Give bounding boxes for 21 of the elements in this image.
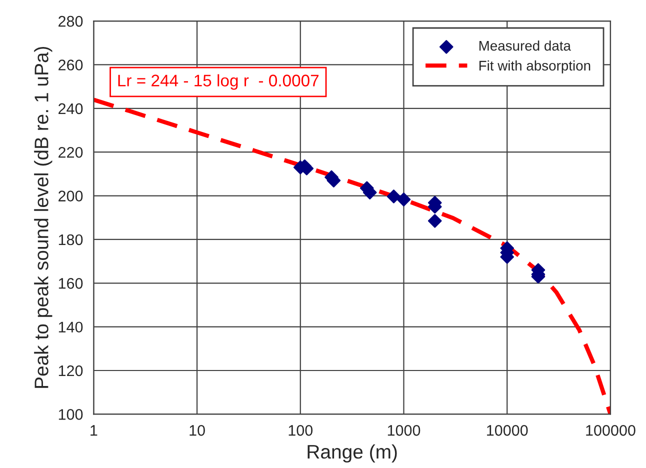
x-axis-title: Range (m) — [308, 444, 397, 463]
legend-label: Fit with absorption — [479, 60, 590, 74]
y-tick-label: 160 — [58, 278, 83, 289]
y-axis-title: Peak to peak sound level (dB re. 1 uPa) — [34, 46, 52, 388]
legend-label: Measured data — [479, 40, 571, 51]
y-tick-label: 140 — [58, 322, 83, 333]
x-tick-label: 1000 — [388, 425, 420, 436]
y-tick-label: 280 — [58, 16, 83, 27]
y-tick-label: 100 — [58, 409, 83, 420]
y-tick-label: 260 — [58, 60, 83, 70]
annotation: Lr = 244 - 15 log r - 0.0007 — [118, 74, 319, 90]
x-tick-label: 100 — [288, 425, 313, 436]
y-tick-label: 240 — [58, 103, 83, 114]
x-tick-label: 10000 — [487, 425, 528, 436]
y-tick-label: 120 — [58, 365, 83, 376]
y-tick-label: 180 — [58, 234, 83, 246]
x-tick-label: 1 — [90, 425, 98, 436]
y-tick-label: 220 — [58, 146, 83, 158]
y-tick-label: 200 — [58, 190, 83, 202]
x-tick-label: 100000 — [586, 425, 636, 436]
x-tick-label: 10 — [190, 425, 205, 436]
